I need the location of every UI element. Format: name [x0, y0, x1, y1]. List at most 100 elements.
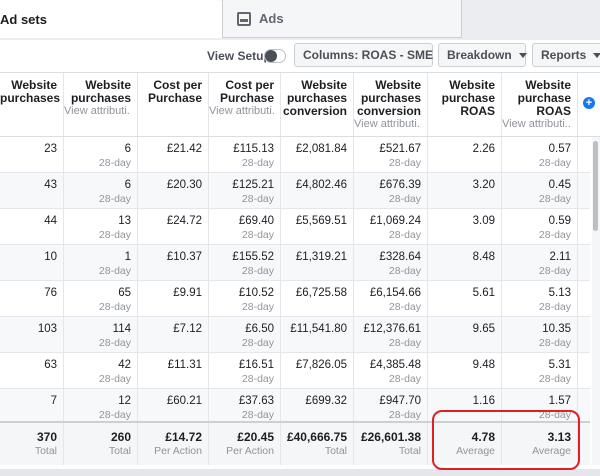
table-cell: £6,154.66 28-day [354, 281, 428, 317]
table-cell: 1 28-day [64, 245, 138, 281]
horizontal-scrollbar[interactable] [0, 469, 600, 476]
cell-subtext: 28-day [388, 373, 421, 385]
cell-value: 2.26 [472, 143, 495, 155]
cell-subtext: Per Action [154, 445, 202, 457]
cell-value: 9.48 [472, 359, 495, 371]
cell-value: £1,069.24 [369, 215, 421, 227]
cell-subtext: 28-day [241, 193, 274, 205]
table-row[interactable]: 7 12 28-day £60.21 £37.63 28-day £699.32 £947.7… [0, 389, 590, 425]
cell-value: 103 [37, 323, 57, 335]
cell-subtext: 28-day [98, 157, 131, 169]
table-cell: £11.31 [138, 353, 209, 389]
column-header[interactable]: Website purchase ROAS [428, 73, 502, 136]
table-cell: 76 [0, 281, 64, 317]
table-cell: 5.31 28-day [502, 353, 578, 389]
cell-value: £11.31 [167, 359, 202, 371]
vertical-scrollbar[interactable] [592, 137, 600, 465]
table-cell: 5.61 [428, 281, 502, 317]
scrollbar-thumb[interactable] [593, 141, 598, 231]
breakdown-button[interactable]: Breakdown [438, 43, 527, 67]
table-row[interactable]: 103 114 28-day £7.12 £6.50 28-day £11,541.80 £1… [0, 317, 590, 353]
cell-value: £26,601.38 [360, 430, 421, 444]
column-subtitle[interactable]: View attributi... [64, 105, 131, 117]
cell-value: 3.09 [472, 215, 495, 227]
column-subtitle[interactable]: View attributi... [209, 105, 274, 117]
table-cell: 370 Total [0, 423, 64, 465]
chevron-down-icon [518, 52, 527, 58]
column-title: Website purchases [0, 78, 61, 105]
cell-value: 5.13 [548, 287, 571, 299]
column-header[interactable]: Website purchases [0, 73, 64, 136]
table-cell: £10.37 [138, 245, 209, 281]
column-header[interactable]: Website purchase ROAS View attributi... [502, 73, 578, 136]
reports-button[interactable]: Reports [532, 43, 600, 67]
columns-button[interactable]: Columns: ROAS - SME [294, 43, 449, 67]
cell-subtext: Average [532, 445, 571, 457]
table-cell: £26,601.38 Total [354, 423, 428, 465]
cell-value: £7,826.05 [295, 359, 347, 371]
cell-subtext: 28-day [241, 373, 274, 385]
table-row[interactable]: 44 13 28-day £24.72 £69.40 28-day £5,569.51 £1,… [0, 209, 590, 245]
cell-value: 5.61 [472, 287, 495, 299]
table-cell: 13 28-day [64, 209, 138, 245]
tab-ads-label: Ads [259, 11, 284, 26]
column-subtitle[interactable]: View attributi... [354, 118, 421, 130]
tab-ad-sets[interactable]: Ad sets [0, 0, 227, 38]
cell-value: £4,385.48 [369, 359, 421, 371]
table-cell: 1.57 28-day [502, 389, 578, 425]
cell-subtext: 28-day [388, 301, 421, 313]
table-cell: 2.11 28-day [502, 245, 578, 281]
table-row[interactable]: 43 6 28-day £20.30 £125.21 28-day £4,802.46 £67… [0, 173, 590, 209]
table-cell: 1.16 [428, 389, 502, 425]
table-cell: £521.67 28-day [354, 137, 428, 173]
column-title: Website purchases [70, 78, 131, 105]
view-setup-label: View Setup [207, 49, 271, 63]
table-row[interactable]: 76 65 28-day £9.91 £10.52 28-day £6,725.58 £6,1… [0, 281, 590, 317]
cell-subtext: 28-day [241, 157, 274, 169]
table-cell: £16.51 28-day [209, 353, 281, 389]
table-cell: £4,385.48 28-day [354, 353, 428, 389]
cell-subtext: 28-day [98, 265, 131, 277]
table-cell: 4.78 Average [428, 423, 502, 465]
table-cell: £7,826.05 [281, 353, 354, 389]
table-cell: £60.21 [138, 389, 209, 425]
table-cell: £24.72 [138, 209, 209, 245]
cell-subtext: 28-day [538, 301, 571, 313]
cell-value: £1,319.21 [295, 251, 347, 263]
table-cell: 43 [0, 173, 64, 209]
cell-value: £9.91 [173, 287, 202, 299]
cell-value: £40,666.75 [286, 430, 347, 444]
cell-value: 65 [118, 287, 131, 299]
table-row[interactable]: 23 6 28-day £21.42 £115.13 28-day £2,081.84 £52… [0, 137, 590, 173]
column-header[interactable]: Website purchases conversion View attrib… [354, 73, 428, 136]
cell-subtext: 28-day [388, 409, 421, 421]
cell-subtext: 28-day [98, 193, 131, 205]
cell-value: 10 [44, 251, 57, 263]
table-row[interactable]: 63 42 28-day £11.31 £16.51 28-day £7,826.05 £4,… [0, 353, 590, 389]
cell-value: £947.70 [379, 395, 421, 407]
table-cell: 9.65 [428, 317, 502, 353]
plus-icon[interactable]: + [583, 97, 595, 109]
table-cell: 2.26 [428, 137, 502, 173]
table-row[interactable]: 10 1 28-day £10.37 £155.52 28-day £1,319.21 £32… [0, 245, 590, 281]
cell-value: £24.72 [166, 215, 202, 227]
column-header[interactable]: Cost per Purchase View attributi... [209, 73, 281, 136]
table-cell: £7.12 [138, 317, 209, 353]
table-cell: 0.45 28-day [502, 173, 578, 209]
cell-value: £115.13 [233, 143, 274, 155]
column-header[interactable]: Website purchases conversion [281, 73, 354, 136]
column-header[interactable]: Cost per Purchase [138, 73, 209, 136]
cell-subtext: Total [108, 445, 131, 457]
cell-subtext: 28-day [98, 409, 131, 421]
table-cell: 6 28-day [64, 137, 138, 173]
table-cell: 44 [0, 209, 64, 245]
column-subtitle[interactable]: View attributi... [502, 118, 571, 130]
tab-ads[interactable]: Ads [222, 0, 462, 38]
table-cell: 0.57 28-day [502, 137, 578, 173]
cell-value: 76 [44, 287, 57, 299]
cell-subtext: 28-day [241, 229, 274, 241]
column-header[interactable]: Website purchases View attributi... [64, 73, 138, 136]
cell-value: £12,376.61 [363, 323, 421, 335]
table-cell: £5,569.51 [281, 209, 354, 245]
view-setup-toggle[interactable] [264, 49, 286, 63]
